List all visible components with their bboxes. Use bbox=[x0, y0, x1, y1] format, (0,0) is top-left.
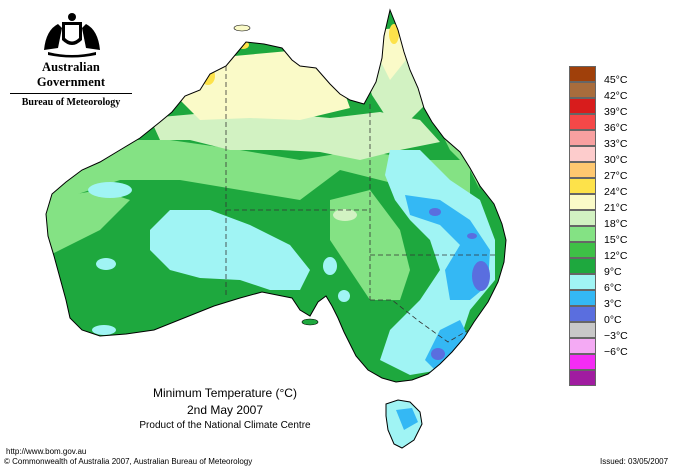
legend-entry: 42°C bbox=[569, 82, 669, 102]
legend-label: −3°C bbox=[604, 330, 628, 342]
legend-label: 27°C bbox=[604, 170, 628, 182]
coat-of-arms-icon bbox=[44, 13, 100, 58]
legend-entry: 27°C bbox=[569, 162, 669, 182]
legend-label: 39°C bbox=[604, 106, 628, 118]
legend-entry: 18°C bbox=[569, 210, 669, 230]
legend-label: 0°C bbox=[604, 314, 622, 326]
legend-label: 30°C bbox=[604, 154, 628, 166]
legend-label: 33°C bbox=[604, 138, 628, 150]
legend-swatch bbox=[569, 178, 596, 194]
legend-swatch bbox=[569, 66, 596, 82]
map-producer: Product of the National Climate Centre bbox=[139, 420, 311, 431]
map-title: Minimum Temperature (°C) bbox=[153, 386, 297, 400]
legend-label: 6°C bbox=[604, 282, 622, 294]
legend-swatch bbox=[569, 162, 596, 178]
logo-divider bbox=[10, 93, 132, 94]
legend-swatch bbox=[569, 210, 596, 226]
legend-label: 21°C bbox=[604, 202, 628, 214]
legend-label: 45°C bbox=[604, 74, 628, 86]
issued-date: Issued: 03/05/2007 bbox=[600, 457, 669, 466]
legend-swatch bbox=[569, 82, 596, 98]
legend-swatch bbox=[569, 258, 596, 274]
legend-entry: 24°C bbox=[569, 178, 669, 198]
legend-entry: 36°C bbox=[569, 114, 669, 134]
legend-entry bbox=[569, 354, 669, 370]
legend-entry: 9°C bbox=[569, 258, 669, 278]
legend-entry: 21°C bbox=[569, 194, 669, 214]
legend-label: 15°C bbox=[604, 234, 628, 246]
legend-swatch bbox=[569, 322, 596, 338]
agency-name: Bureau of Meteorology bbox=[21, 97, 121, 108]
legend-entry: 6°C bbox=[569, 274, 669, 294]
legend-label: 18°C bbox=[604, 218, 628, 230]
legend-entry: 39°C bbox=[569, 98, 669, 118]
legend-label: 12°C bbox=[604, 250, 628, 262]
map-date: 2nd May 2007 bbox=[186, 403, 264, 417]
legend-swatch bbox=[569, 306, 596, 322]
bom-url-link[interactable]: http://www.bom.gov.au bbox=[6, 447, 87, 456]
legend-entry: −6°C bbox=[569, 338, 669, 358]
legend-label: 24°C bbox=[604, 186, 628, 198]
legend-entry: 15°C bbox=[569, 226, 669, 246]
legend-entry: −3°C bbox=[569, 322, 669, 342]
legend-entry: 12°C bbox=[569, 242, 669, 262]
legend-entry: 3°C bbox=[569, 290, 669, 310]
legend-label: 9°C bbox=[604, 266, 622, 278]
legend-swatch bbox=[569, 98, 596, 114]
legend-swatch bbox=[569, 370, 596, 386]
temperature-map bbox=[45, 9, 507, 449]
legend-swatch bbox=[569, 338, 596, 354]
map-title-block: Minimum Temperature (°C) 2nd May 2007 Pr… bbox=[110, 386, 340, 433]
legend-label: 3°C bbox=[604, 298, 622, 310]
legend-label: −6°C bbox=[604, 346, 628, 358]
legend-swatch bbox=[569, 274, 596, 290]
legend-label: 42°C bbox=[604, 90, 628, 102]
legend-label: 36°C bbox=[604, 122, 628, 134]
legend-entry: 45°C bbox=[569, 66, 669, 86]
legend-entry: 0°C bbox=[569, 306, 669, 326]
legend-swatch bbox=[569, 114, 596, 130]
legend-entry: 30°C bbox=[569, 146, 669, 166]
legend-swatch bbox=[569, 194, 596, 210]
legend-swatch bbox=[569, 130, 596, 146]
legend-entry bbox=[569, 370, 669, 386]
legend-swatch bbox=[569, 226, 596, 242]
legend-swatch bbox=[569, 146, 596, 162]
government-logo-text: Australian Government Bureau of Meteorol… bbox=[10, 60, 132, 108]
government-name: Australian Government bbox=[36, 60, 106, 89]
legend-swatch bbox=[569, 290, 596, 306]
copyright-text: © Commonwealth of Australia 2007, Austra… bbox=[4, 457, 253, 466]
legend-swatch bbox=[569, 354, 596, 370]
legend-swatch bbox=[569, 242, 596, 258]
legend-entry: 33°C bbox=[569, 130, 669, 150]
